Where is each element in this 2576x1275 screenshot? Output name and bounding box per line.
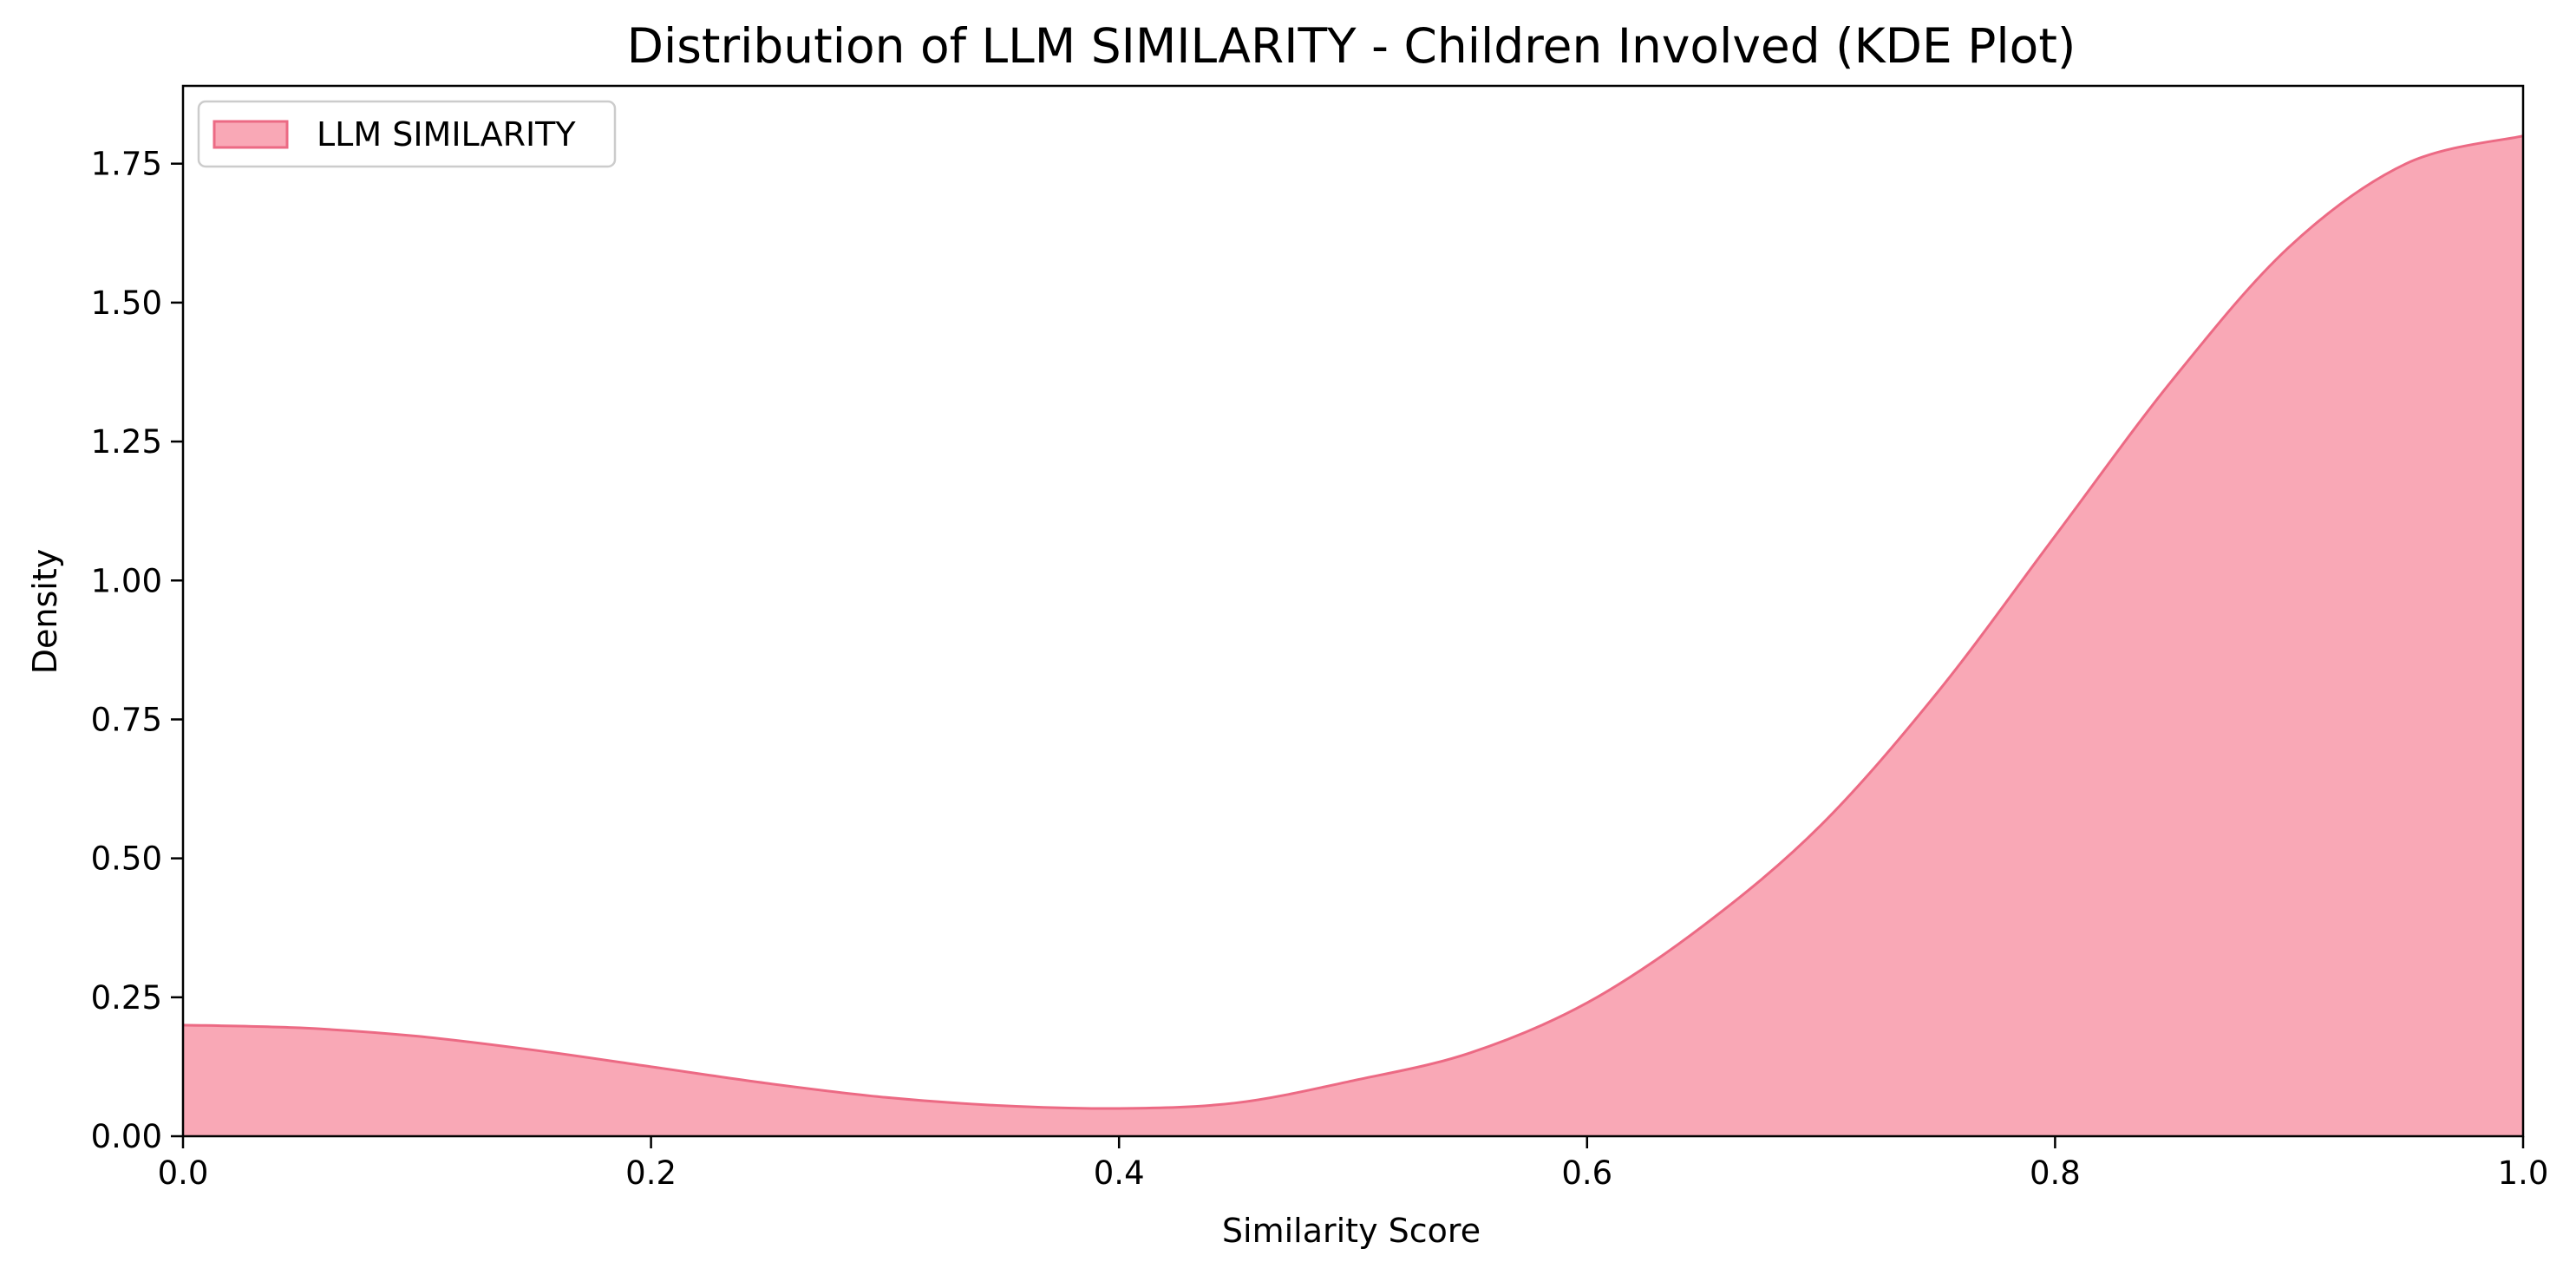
y-tick-label: 1.00 [91, 562, 162, 599]
x-tick-label: 0.0 [158, 1154, 209, 1192]
x-axis-label: Similarity Score [1222, 1212, 1481, 1250]
y-tick-label: 0.75 [91, 701, 162, 738]
y-tick-label: 0.25 [91, 979, 162, 1017]
y-tick-label: 0.00 [91, 1118, 162, 1155]
x-tick-label: 0.2 [625, 1154, 677, 1192]
x-tick-label: 0.4 [1094, 1154, 1145, 1192]
plot-area [183, 86, 2523, 1136]
chart-title: Distribution of LLM SIMILARITY - Childre… [627, 18, 2076, 74]
y-tick-label: 0.50 [91, 840, 162, 878]
x-tick-label: 0.8 [2030, 1154, 2081, 1192]
y-tick-label: 1.25 [91, 423, 162, 461]
legend-swatch [214, 121, 287, 147]
y-axis-label: Density [26, 549, 64, 674]
y-tick-label: 1.75 [91, 146, 162, 183]
y-tick-label: 1.50 [91, 284, 162, 322]
legend: LLM SIMILARITY [199, 101, 615, 167]
x-tick-label: 1.0 [2498, 1154, 2549, 1192]
legend-label: LLM SIMILARITY [317, 115, 576, 154]
x-tick-label: 0.6 [1561, 1154, 1612, 1192]
